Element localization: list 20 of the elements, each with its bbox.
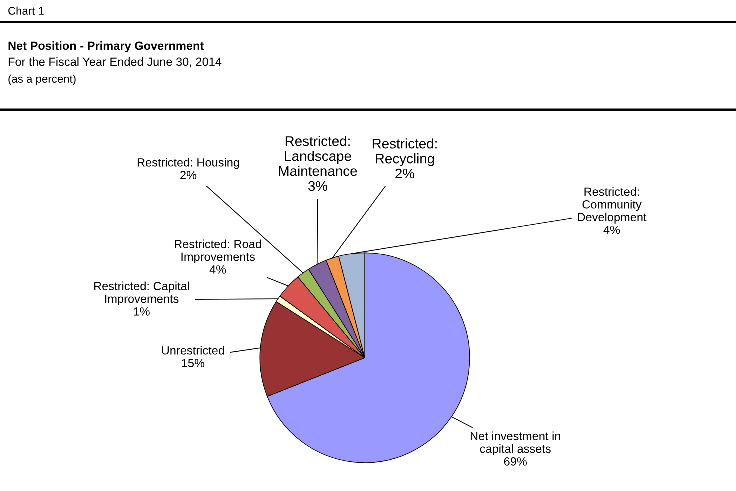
data-label: 2% <box>180 171 197 180</box>
data-label: 4% <box>604 226 620 234</box>
data-label: 3% <box>308 181 328 192</box>
slice-label: Restricted: Road Improvements <box>175 240 262 264</box>
chart-subtitle: For the Fiscal Year Ended June 30, 2014 <box>8 58 222 68</box>
data-label: 1% <box>134 308 150 316</box>
slice-label: Unrestricted <box>162 346 224 355</box>
slice-label: Restricted: Community Development <box>578 187 647 224</box>
data-label: 15% <box>182 359 205 368</box>
slice-label: Restricted: Capital Improvements <box>94 282 190 306</box>
slice-label: Net investment in capital assets <box>470 432 560 456</box>
text: (as a percent) <box>8 74 76 86</box>
data-label: 2% <box>396 168 415 179</box>
chart-title: Net Position - Primary Government <box>8 42 204 53</box>
caption: Chart 1 <box>8 6 44 15</box>
slice-label: Restricted: Recycling <box>372 138 437 166</box>
slice-label: Restricted: Landscape Maintenance <box>279 136 358 176</box>
slice-label: Restricted: Housing <box>138 158 240 170</box>
data-label: 69% <box>504 458 527 466</box>
data-label: 4% <box>210 266 226 274</box>
